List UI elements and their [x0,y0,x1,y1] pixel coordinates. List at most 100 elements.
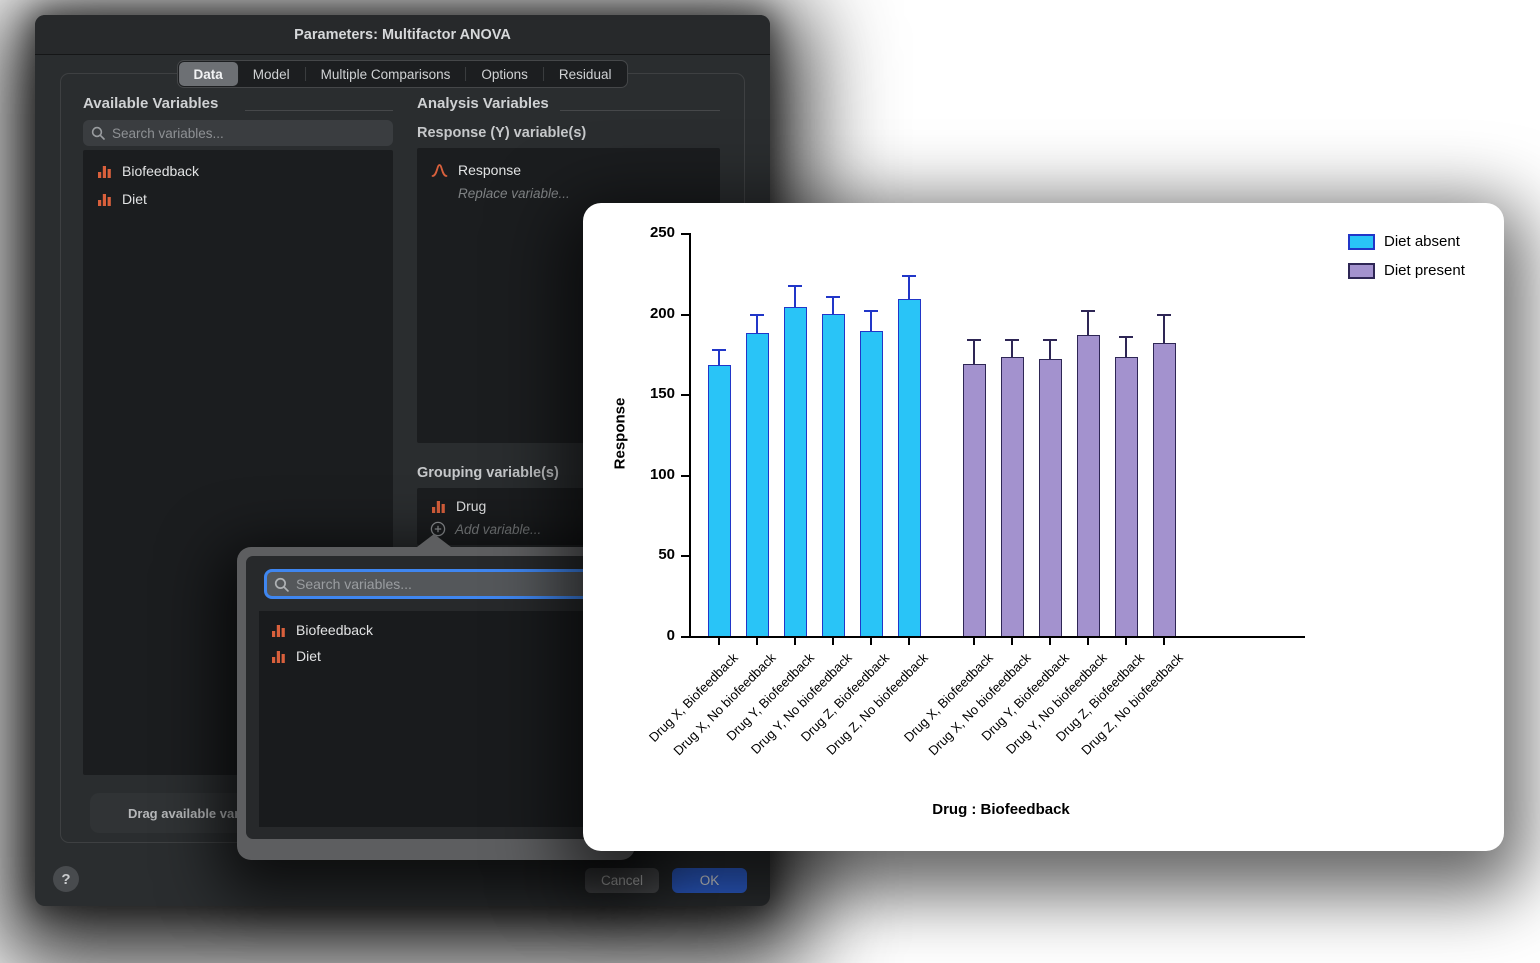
y-tick-mark [681,636,689,638]
replace-variable-hint[interactable]: Replace variable... [458,186,570,201]
drag-variable-hint-text: Drag available variable [128,805,269,821]
bar-diet-present [1152,342,1176,636]
y-tick-mark [681,313,689,316]
error-bar-stem [908,274,910,300]
tab-multiple-comparisons[interactable]: Multiple Comparisons [320,66,451,82]
distribution-curve-icon [431,163,448,178]
error-bar-stem [1049,339,1051,359]
x-tick-mark [973,638,975,645]
error-bar-cap [1081,310,1095,313]
available-variables-header: Available Variables [83,95,219,112]
legend-item: Diet absent [1348,233,1460,250]
x-tick-mark [908,638,910,645]
tab-options[interactable]: Options [481,66,528,82]
bar-diet-present [1114,357,1138,636]
bar-variable-icon [97,192,112,207]
x-tick-mark [1163,638,1165,645]
y-tick-mark [681,555,689,558]
error-bar-cap [788,284,802,287]
response-section-label: Response (Y) variable(s) [417,125,587,141]
error-bar-stem [1011,339,1013,358]
list-item-diet[interactable]: Diet [83,185,393,213]
grouping-variable-item[interactable]: Drug [417,492,720,520]
y-tick-label: 50 [658,546,675,564]
popup-item-biofeedback[interactable]: Biofeedback [259,617,613,643]
error-bar-stem [832,295,834,314]
legend-label: Diet absent [1384,233,1460,250]
dialog-tabstrip: Data Model Multiple Comparisons Options … [176,60,629,88]
x-axis-line [689,636,1305,638]
help-button[interactable]: ? [53,866,79,892]
legend-swatch [1348,233,1375,250]
anova-bar-chart-card: 0 50 100 150 200 250 Drug X, Biofeedback Drug X… [583,203,1504,851]
bar-diet-present [962,363,986,636]
x-tick-mark [756,638,758,645]
bar-variable-icon [97,164,112,179]
variable-label: Biofeedback [296,622,374,638]
bar-diet-present [1038,358,1062,636]
x-tick-mark [718,638,720,645]
search-icon [91,126,105,140]
bar-variable-icon [271,649,286,664]
dialog-titlebar: Parameters: Multifactor ANOVA [35,15,770,55]
y-tick-mark [681,233,689,235]
bar-variable-icon [271,623,286,638]
error-bar-stem [718,349,720,366]
tab-data[interactable]: Data [178,62,238,86]
error-bar-cap [1043,339,1057,342]
error-bar-stem [794,284,796,308]
error-bar-cap [1005,339,1019,342]
list-item-biofeedback[interactable]: Biofeedback [83,157,393,185]
error-bar-cap [1157,313,1171,316]
x-tick-mark [1087,638,1089,645]
error-bar-stem [1163,313,1165,343]
bar-diet-present [1076,334,1100,636]
add-circle-icon [430,521,446,537]
error-bar-cap [902,274,916,277]
variable-label: Drug [456,498,487,514]
x-tick-mark [1011,638,1013,645]
error-bar-cap [826,295,840,298]
y-tick-mark [681,474,689,477]
tab-residual[interactable]: Residual [558,66,612,82]
cancel-button[interactable]: Cancel [585,868,659,893]
x-tick-mark [870,638,872,645]
popup-search-placeholder: Search variables... [296,576,412,592]
error-bar-cap [967,339,981,342]
y-tick-mark [681,394,689,397]
variable-label: Biofeedback [122,163,200,179]
variable-label: Response [458,162,522,178]
variable-picker-popup: Search variables... Biofeedback Diet [237,534,635,860]
bar-diet-absent [745,332,769,636]
x-tick-mark [1125,638,1127,645]
error-bar-cap [1119,336,1133,339]
variable-label: Diet [296,648,321,664]
ok-button[interactable]: OK [672,868,747,893]
bar-diet-absent [783,307,807,636]
legend-item: Diet present [1348,262,1465,279]
error-bar-cap [712,349,726,352]
header-rule [560,110,720,111]
bar-diet-present [1000,357,1024,636]
x-tick-mark [794,638,796,645]
variable-label: Diet [122,191,147,207]
popup-search-input[interactable]: Search variables... [264,569,624,599]
help-button-label: ? [61,870,71,888]
popup-item-diet[interactable]: Diet [259,643,613,669]
error-bar-cap [750,313,764,316]
x-tick-mark [832,638,834,645]
error-bar-stem [973,339,975,364]
error-bar-stem [870,310,872,332]
header-rule [245,110,393,111]
bar-variable-icon [431,499,446,514]
error-bar-stem [1125,336,1127,358]
y-tick-label: 200 [649,304,675,322]
add-variable-hint[interactable]: Add variable... [455,521,542,537]
tab-divider [542,67,544,81]
tab-model[interactable]: Model [252,66,290,82]
response-variable-item[interactable]: Response [417,156,720,184]
x-tick-mark [1049,638,1051,645]
legend-swatch [1348,262,1375,279]
available-search-input[interactable]: Search variables... [83,120,393,146]
analysis-variables-header: Analysis Variables [417,95,549,112]
